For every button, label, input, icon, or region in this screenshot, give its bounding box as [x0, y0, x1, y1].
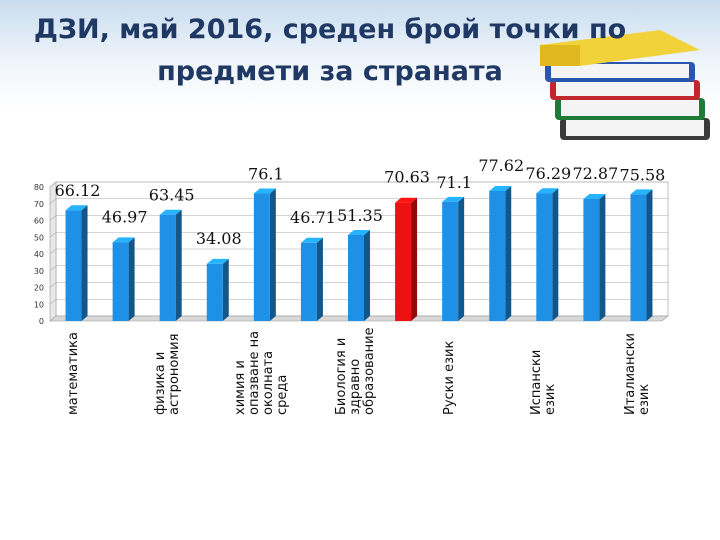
books-illustration	[540, 30, 710, 140]
bar-side	[81, 205, 88, 321]
y-tick-label: 50	[34, 233, 44, 242]
bar-top	[348, 229, 370, 235]
bar-side	[646, 189, 653, 321]
bar-side	[552, 188, 559, 321]
bar	[583, 198, 600, 321]
bar	[300, 242, 317, 321]
bar-side	[458, 196, 465, 321]
bar-side	[364, 229, 370, 321]
data-label: 66.12	[55, 181, 101, 200]
bar-top	[442, 196, 465, 202]
bar	[348, 234, 364, 321]
x-tick-label: Биология и здравно образование	[334, 327, 377, 415]
bar-side	[128, 237, 135, 321]
data-label: 76.29	[525, 164, 571, 183]
bar-top	[395, 197, 418, 203]
bar	[630, 194, 647, 321]
bar-side	[269, 188, 276, 321]
x-tick-label: Руски език	[442, 340, 458, 415]
x-tick-label: химия и опазване на околната среда	[232, 330, 290, 415]
y-tick-label: 30	[34, 267, 44, 276]
data-label: 46.71	[290, 208, 336, 227]
x-tick-label: физика и астрономия	[152, 333, 182, 415]
bar-side	[316, 237, 323, 321]
bar-top	[65, 205, 88, 211]
x-tick-label: Италиански език	[623, 333, 653, 415]
bar-side	[505, 185, 512, 321]
y-tick-label: 0	[39, 317, 44, 326]
x-tick-label: Испански език	[529, 349, 559, 415]
y-tick-label: 80	[34, 183, 44, 192]
data-label: 63.45	[149, 186, 195, 205]
bar-top	[253, 188, 276, 194]
data-label: 75.58	[620, 165, 666, 184]
data-label: 51.35	[337, 206, 383, 225]
bar	[536, 193, 553, 321]
bar-top	[536, 188, 559, 194]
data-label: 70.63	[384, 168, 430, 187]
data-label: 76.1	[248, 165, 284, 184]
bar-top	[206, 258, 229, 264]
bar-side	[411, 197, 418, 321]
bar	[206, 263, 223, 321]
bar	[159, 214, 176, 321]
bar	[489, 190, 506, 321]
data-label: 72.87	[572, 164, 618, 183]
bar-top	[112, 237, 135, 243]
bar-side	[175, 209, 182, 321]
bar	[112, 242, 129, 321]
bar-top	[159, 209, 182, 215]
data-label: 71.1	[436, 173, 472, 192]
y-tick-label: 70	[34, 200, 44, 209]
bar-top	[630, 189, 653, 195]
bar	[442, 201, 459, 321]
bar	[395, 202, 412, 321]
bar	[253, 193, 270, 321]
x-tick-label: математика	[65, 332, 81, 415]
y-tick-label: 60	[34, 217, 44, 226]
data-label: 46.97	[102, 207, 148, 226]
bar	[65, 210, 82, 321]
title-line-2: предмети за страната	[157, 56, 503, 87]
data-label: 34.08	[196, 229, 242, 248]
y-tick-label: 40	[34, 250, 44, 259]
y-tick-label: 20	[34, 284, 44, 293]
grid-line	[49, 181, 668, 188]
bar-top	[583, 193, 606, 199]
title-line-1: ДЗИ, май 2016, среден брой точки по	[34, 14, 626, 45]
bar-top	[489, 185, 512, 191]
y-tick-label: 10	[34, 300, 44, 309]
bar-side	[222, 258, 229, 321]
data-label: 77.62	[478, 156, 524, 175]
bar-top	[300, 237, 323, 243]
bar-side	[599, 193, 606, 321]
